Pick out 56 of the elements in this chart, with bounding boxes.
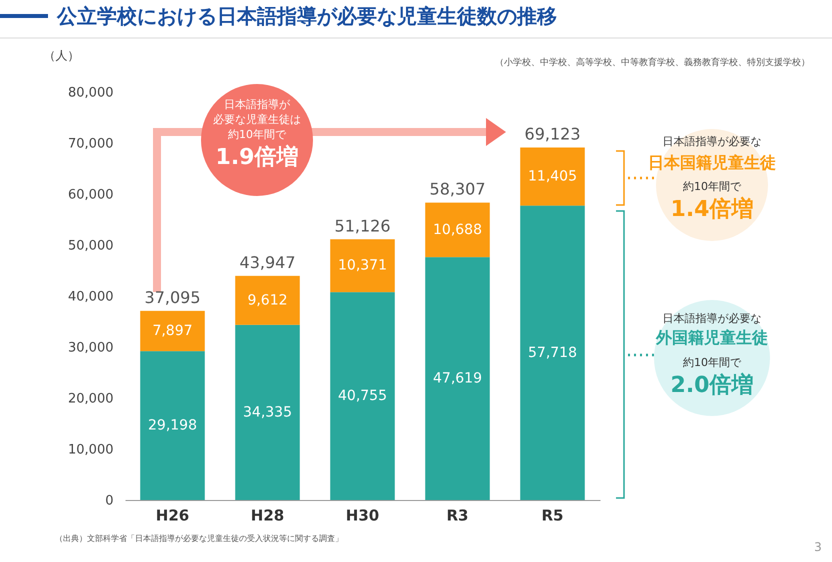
bar — [235, 324, 300, 500]
text: 2.0倍増 — [670, 372, 754, 400]
bar — [330, 239, 395, 292]
text: 約10年間で — [683, 356, 741, 370]
data-label: 34,335 — [243, 404, 292, 420]
text: 1.4倍増 — [670, 196, 754, 224]
text: （小学校、中学校、高等学校、中等教育学校、義務教育学校、特別支援学校） — [495, 58, 810, 70]
bar — [235, 276, 300, 325]
bar — [140, 351, 205, 500]
data-label: 11,405 — [528, 168, 577, 185]
y-tick-label: 30,000 — [68, 340, 114, 356]
annotation: 日本語指導が — [224, 98, 290, 112]
total-label: 51,126 — [334, 216, 390, 236]
total-label: 58,307 — [430, 180, 486, 199]
text: （出典）文部科学省「日本語指導が必要な児童生徒の受入状況等に関する調査」 — [55, 534, 343, 544]
text: 日本語指導が必要な — [662, 135, 762, 149]
total-label: 43,947 — [240, 252, 296, 272]
total-label: 37,095 — [144, 288, 200, 307]
y-tick-label: 80,000 — [68, 86, 114, 100]
x-tick-label: R3 — [446, 506, 468, 524]
data-label: 57,718 — [528, 344, 577, 361]
y-tick-label: 0 — [105, 494, 114, 508]
text: 外国籍児童生徒 — [656, 328, 768, 348]
data-label: 47,619 — [433, 370, 482, 387]
text: 日本国籍児童生徒 — [648, 153, 776, 173]
x-tick-label: R5 — [542, 506, 564, 524]
y-tick-label: 50,000 — [68, 238, 114, 254]
data-label: 10,371 — [338, 258, 387, 274]
text: 日本語指導が必要な — [662, 312, 762, 326]
bar — [425, 202, 490, 258]
data-label: 29,198 — [148, 418, 197, 434]
y-tick-label: 70,000 — [68, 136, 114, 152]
data-label: 10,688 — [433, 222, 482, 238]
annotation: 必要な児童生徒は — [213, 113, 301, 127]
x-tick-label: H30 — [346, 506, 380, 524]
y-tick-label: 10,000 — [68, 442, 114, 458]
y-tick-label: 40,000 — [68, 290, 114, 304]
annotation: 約10年間で — [228, 128, 286, 142]
x-tick-label: H26 — [156, 506, 190, 524]
y-tick-label: 60,000 — [68, 188, 114, 202]
bar — [520, 206, 585, 500]
y-tick-label: 20,000 — [68, 392, 114, 406]
chart-title: 公立学校における日本語指導が必要な児童生徒数の推移 — [57, 4, 557, 29]
data-label: 7,897 — [152, 322, 193, 339]
y-axis-title: （人） — [44, 48, 80, 62]
annotation: 1.9倍増 — [216, 144, 298, 172]
bar — [330, 292, 395, 500]
x-tick-label: H28 — [250, 506, 284, 524]
total-label: 69,123 — [524, 124, 580, 144]
bar — [140, 310, 205, 352]
bar — [425, 257, 490, 500]
data-label: 9,612 — [247, 292, 288, 308]
text: 約10年間で — [683, 180, 741, 194]
text: 3 — [814, 540, 822, 555]
bar — [520, 147, 585, 206]
data-label: 40,755 — [338, 388, 387, 404]
